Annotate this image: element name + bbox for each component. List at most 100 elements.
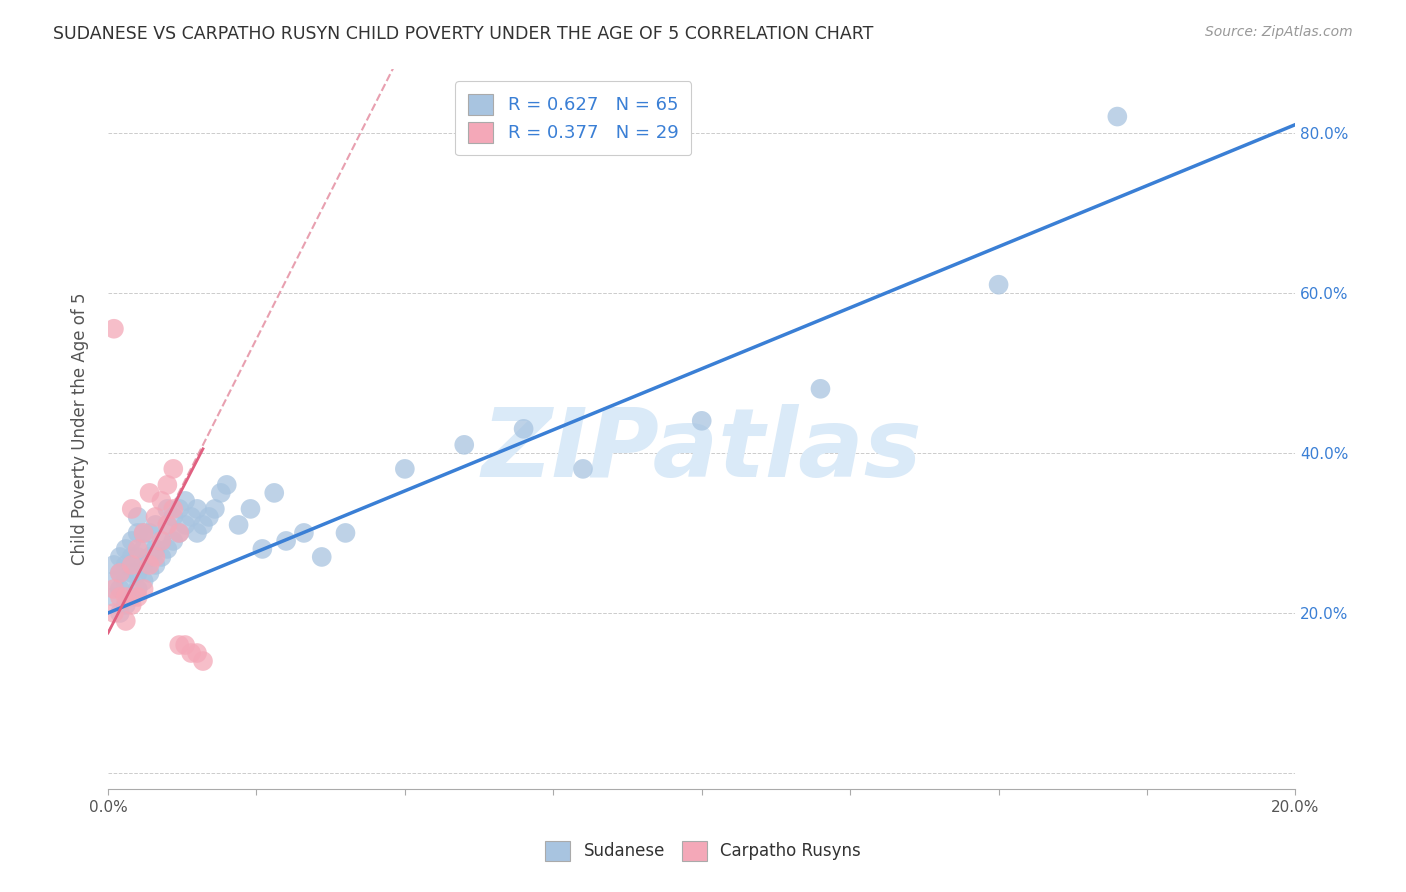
Point (394, 462, 416, 476)
Point (167, 525, 190, 540)
Point (174, 494, 197, 508)
Point (114, 614, 136, 628)
Point (150, 549, 173, 564)
Point (132, 574, 155, 588)
Point (138, 486, 160, 500)
Point (239, 502, 262, 516)
Point (145, 549, 167, 564)
Point (453, 438, 475, 452)
Point (121, 549, 143, 564)
Text: Source: ZipAtlas.com: Source: ZipAtlas.com (1205, 25, 1353, 39)
Point (191, 654, 214, 668)
Point (810, 382, 832, 396)
Point (167, 502, 190, 516)
Point (150, 494, 173, 508)
Point (121, 558, 143, 572)
Point (186, 525, 208, 540)
Point (1107, 110, 1129, 124)
Point (132, 541, 155, 556)
Point (127, 582, 149, 596)
Point (103, 590, 125, 604)
Point (987, 277, 1010, 292)
Point (186, 646, 208, 660)
Point (121, 533, 143, 548)
Text: ZIPatlas: ZIPatlas (481, 404, 922, 497)
Point (145, 509, 167, 524)
Point (335, 525, 357, 540)
Point (162, 509, 184, 524)
Point (138, 525, 160, 540)
Point (145, 541, 167, 556)
Point (103, 558, 125, 572)
Point (690, 414, 713, 428)
Point (103, 606, 125, 620)
Point (311, 549, 333, 564)
Point (103, 322, 125, 336)
Point (204, 502, 226, 516)
Point (145, 517, 167, 532)
Point (145, 558, 167, 572)
Point (127, 566, 149, 580)
Point (114, 574, 136, 588)
Point (198, 509, 221, 524)
Point (156, 502, 179, 516)
Point (174, 638, 197, 652)
Point (103, 582, 125, 596)
Point (156, 517, 179, 532)
Point (121, 590, 143, 604)
Point (114, 598, 136, 612)
Point (150, 533, 173, 548)
Point (108, 566, 131, 580)
Point (138, 566, 160, 580)
Point (108, 549, 131, 564)
Point (127, 509, 149, 524)
Point (138, 549, 160, 564)
Point (191, 517, 214, 532)
Point (132, 525, 155, 540)
Point (108, 606, 131, 620)
Point (114, 541, 136, 556)
Point (215, 478, 238, 492)
Point (167, 525, 190, 540)
Point (186, 502, 208, 516)
Point (132, 582, 155, 596)
Point (121, 598, 143, 612)
Point (127, 541, 149, 556)
Point (121, 502, 143, 516)
Point (263, 486, 285, 500)
Point (252, 541, 274, 556)
Point (114, 558, 136, 572)
Point (162, 462, 184, 476)
Point (138, 558, 160, 572)
Point (156, 478, 179, 492)
Point (127, 525, 149, 540)
Legend: Sudanese, Carpatho Rusyns: Sudanese, Carpatho Rusyns (538, 834, 868, 868)
Point (108, 590, 131, 604)
Text: SUDANESE VS CARPATHO RUSYN CHILD POVERTY UNDER THE AGE OF 5 CORRELATION CHART: SUDANESE VS CARPATHO RUSYN CHILD POVERTY… (53, 25, 873, 43)
Point (292, 525, 315, 540)
Point (512, 422, 534, 436)
Point (572, 462, 595, 476)
Point (209, 486, 232, 500)
Point (162, 502, 184, 516)
Point (108, 566, 131, 580)
Point (103, 574, 125, 588)
Point (127, 549, 149, 564)
Point (114, 590, 136, 604)
Y-axis label: Child Poverty Under the Age of 5: Child Poverty Under the Age of 5 (72, 293, 89, 565)
Point (167, 638, 190, 652)
Point (132, 558, 155, 572)
Point (180, 509, 202, 524)
Point (162, 533, 184, 548)
Point (127, 590, 149, 604)
Point (180, 646, 202, 660)
Point (132, 525, 155, 540)
Point (121, 566, 143, 580)
Point (150, 533, 173, 548)
Point (228, 517, 250, 532)
Point (108, 582, 131, 596)
Point (156, 541, 179, 556)
Point (156, 517, 179, 532)
Point (174, 517, 197, 532)
Point (274, 533, 297, 548)
